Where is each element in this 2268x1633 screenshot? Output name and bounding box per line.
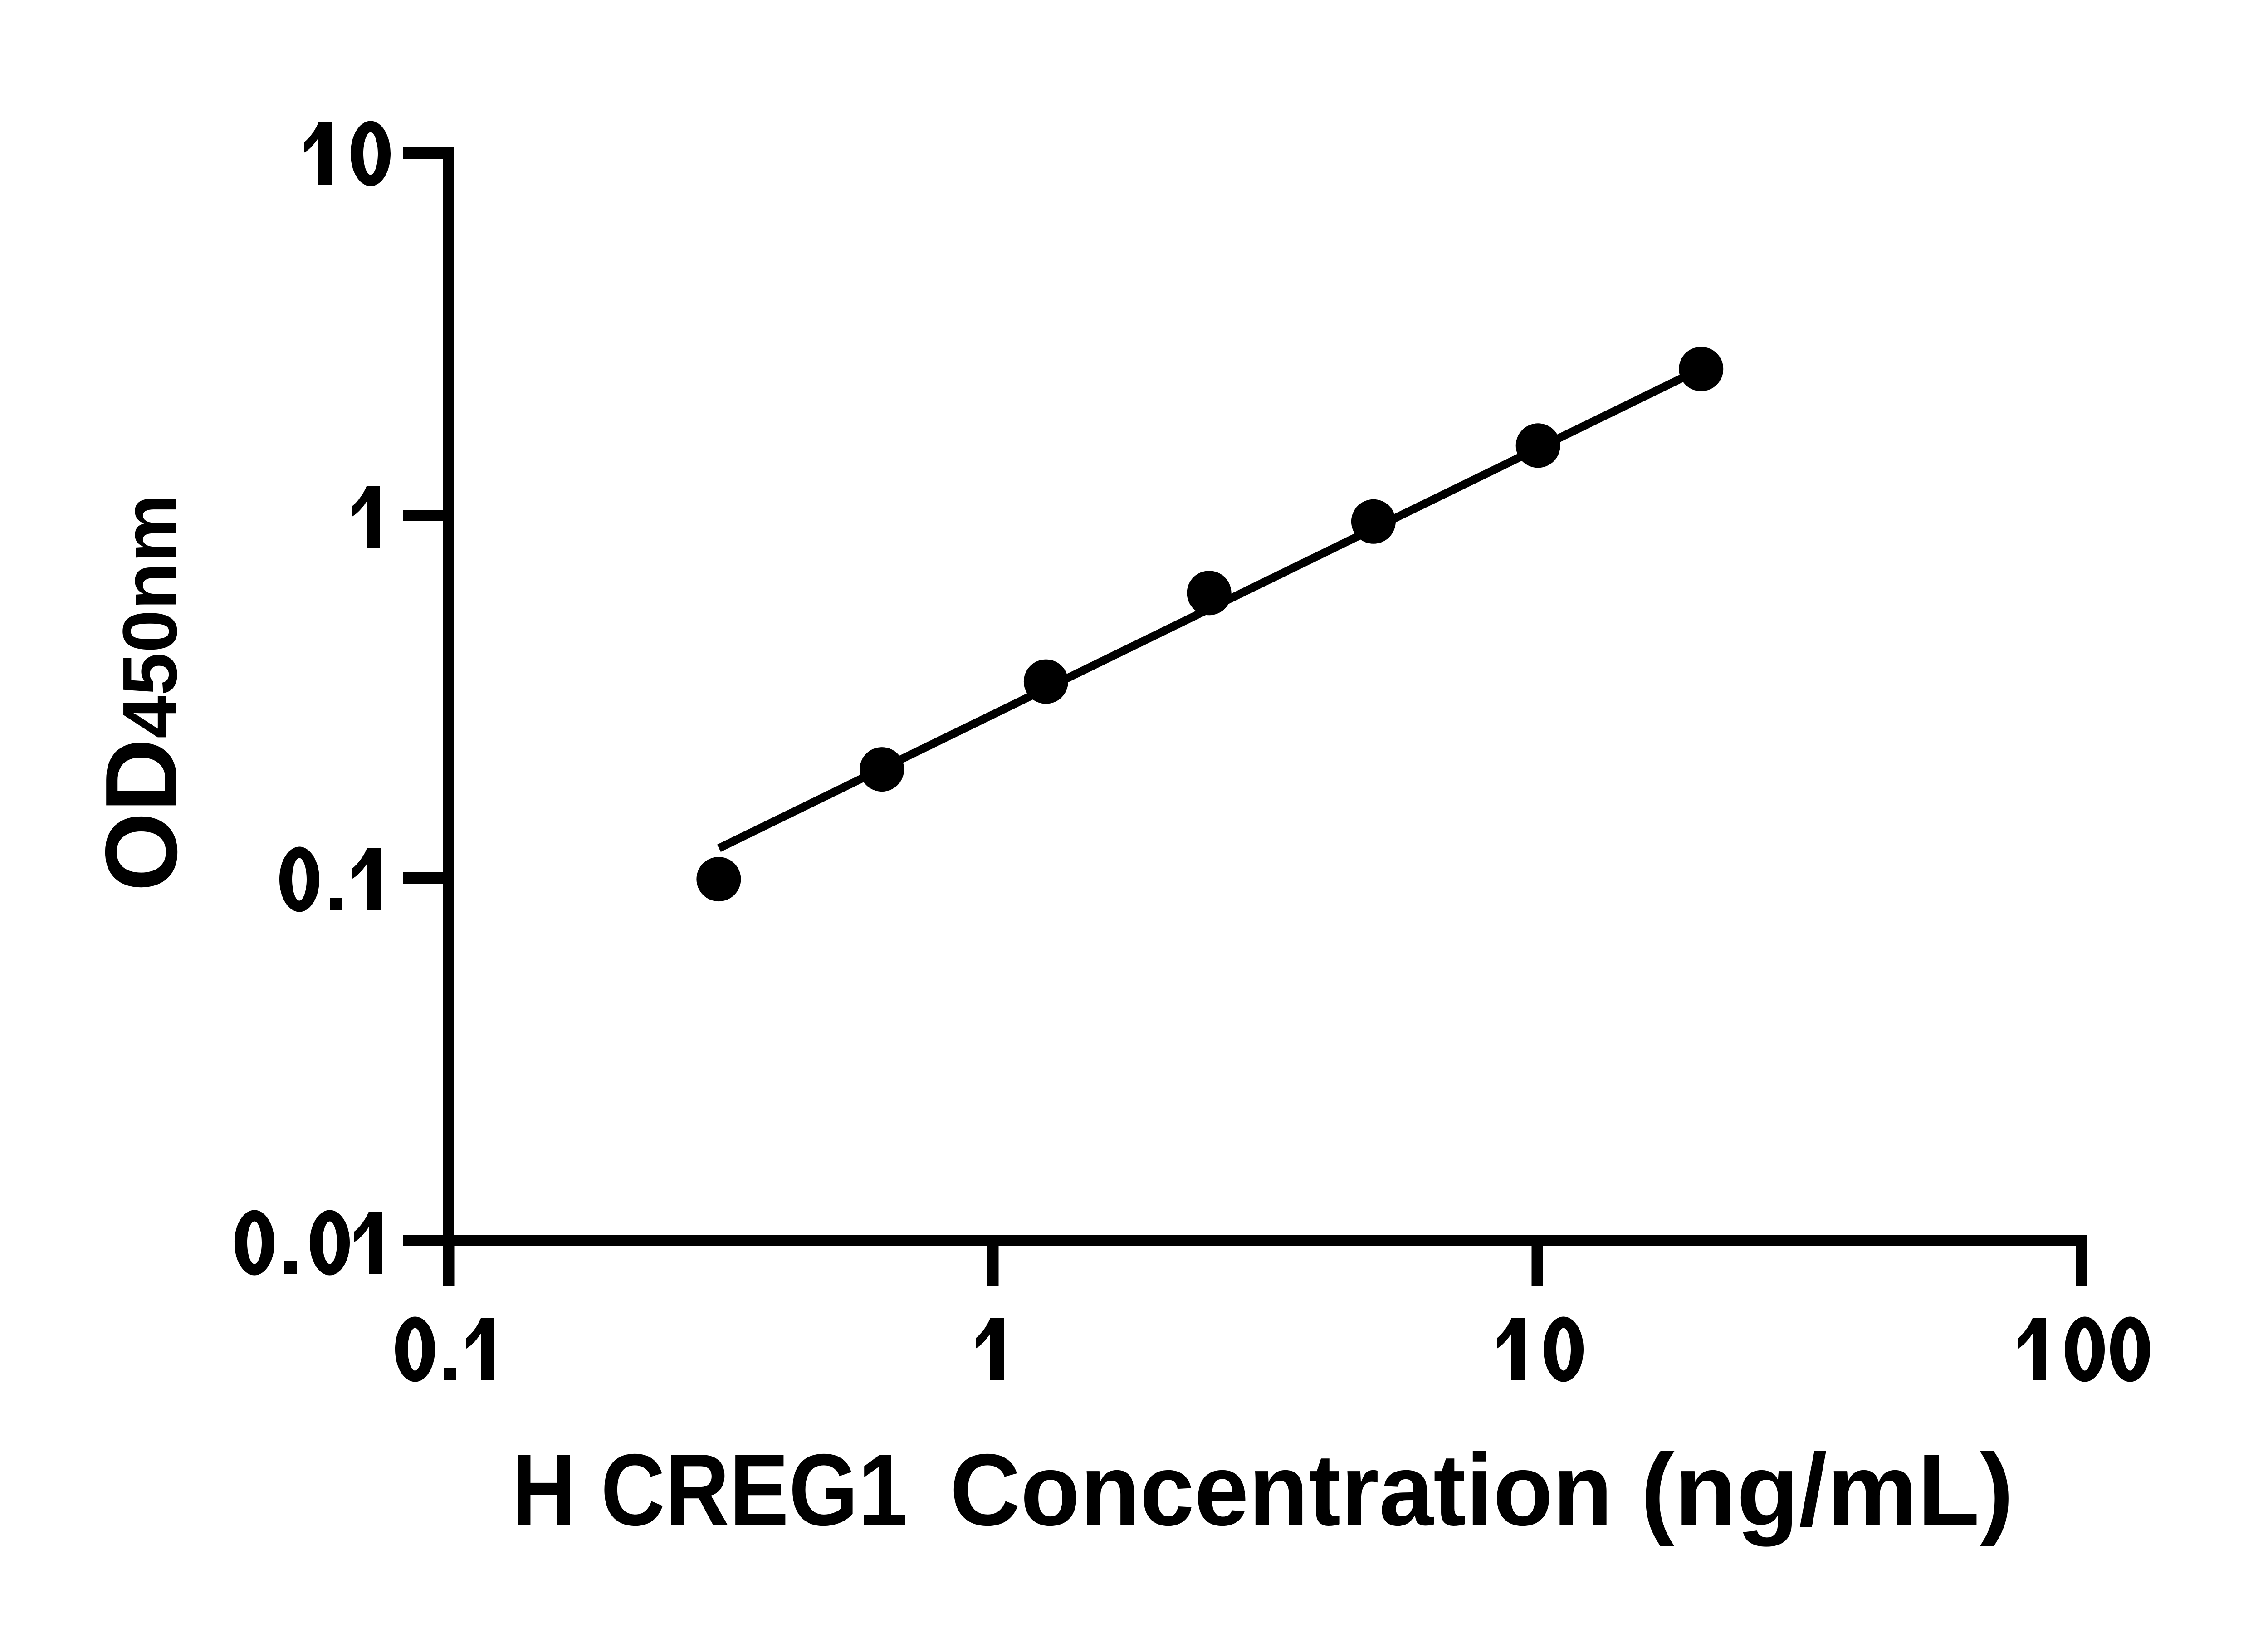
- svg-text:Concentration: Concentration: [950, 1433, 1613, 1547]
- svg-text:(ng/mL): (ng/mL): [1641, 1433, 2014, 1547]
- svg-text:OD450nm: OD450nm: [84, 494, 198, 891]
- svg-text:H CREG1: H CREG1: [512, 1433, 908, 1547]
